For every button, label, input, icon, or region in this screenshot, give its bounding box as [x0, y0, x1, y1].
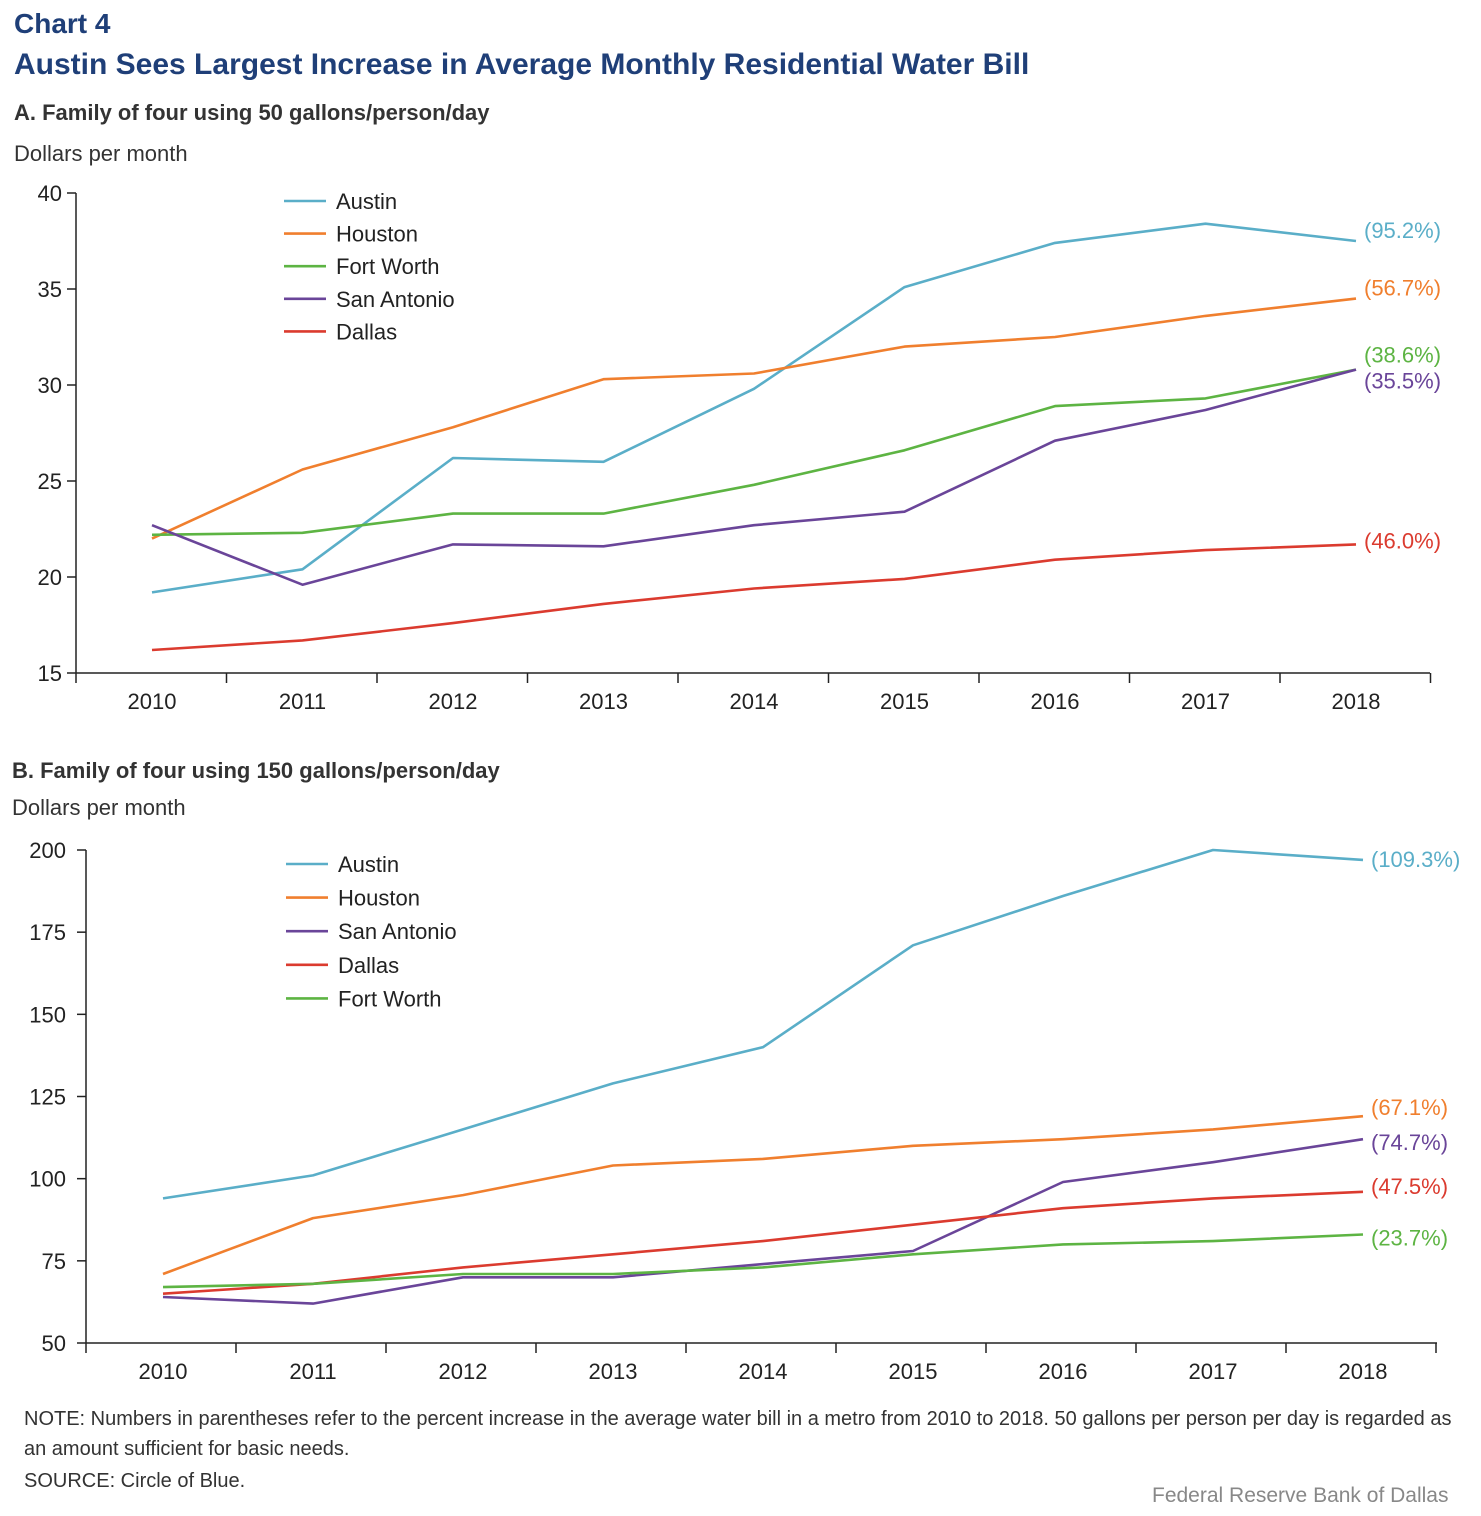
- x-tick-label: 2012: [429, 689, 478, 714]
- y-tick-label: 50: [42, 1331, 66, 1356]
- end-label-austin: (109.3%): [1371, 847, 1460, 872]
- x-tick-label: 2016: [1039, 1359, 1088, 1384]
- x-tick-label: 2017: [1189, 1359, 1238, 1384]
- y-tick-label: 200: [29, 838, 66, 863]
- x-tick-label: 2014: [739, 1359, 788, 1384]
- y-tick-label: 125: [29, 1085, 66, 1110]
- y-tick-label: 100: [29, 1167, 66, 1192]
- y-tick-label: 40: [38, 181, 62, 206]
- panel-a-title: A. Family of four using 50 gallons/perso…: [14, 100, 490, 125]
- end-label-austin: (95.2%): [1364, 218, 1441, 243]
- x-tick-label: 2013: [579, 689, 628, 714]
- chart-panel-a: 15 20 25 30 35 40 2010 2011 2012 2013 2014 2015 2016…: [38, 181, 1442, 714]
- y-tick-label: 75: [42, 1249, 66, 1274]
- x-tick-label: 2018: [1339, 1359, 1388, 1384]
- legend-label-san-antonio: San Antonio: [336, 287, 455, 312]
- x-tick-label: 2011: [289, 1359, 336, 1384]
- chart-panel-b: 50 75 100 125 150 175 200 2010 2011 2012 2013 2014 2…: [29, 838, 1460, 1384]
- footnote: NOTE: Numbers in parentheses refer to th…: [24, 1408, 1452, 1460]
- series-line-houston: [162, 1114, 1364, 1276]
- x-tick-label: 2018: [1332, 689, 1381, 714]
- chart-label: Chart 4: [14, 8, 111, 39]
- x-tick-label: 2013: [589, 1359, 638, 1384]
- series-line-austin: [162, 848, 1364, 1200]
- series-line-san-antonio: [162, 1137, 1364, 1305]
- y-tick-label: 35: [38, 277, 62, 302]
- legend-label-dallas: Dallas: [338, 953, 399, 978]
- x-tick-label: 2012: [439, 1359, 488, 1384]
- end-label-fort-worth: (23.7%): [1371, 1226, 1448, 1251]
- x-tick-label: 2014: [730, 689, 779, 714]
- credit: Federal Reserve Bank of Dallas: [1152, 1484, 1449, 1507]
- end-label-fort-worth: (38.6%): [1364, 343, 1441, 368]
- end-label-houston: (56.7%): [1364, 276, 1441, 301]
- end-label-dallas: (46.0%): [1364, 528, 1441, 553]
- end-label-san-antonio: (74.7%): [1371, 1130, 1448, 1155]
- panel-b-ylabel: Dollars per month: [12, 795, 186, 820]
- legend-label-fort-worth: Fort Worth: [338, 986, 442, 1011]
- legend-label-san-antonio: San Antonio: [338, 919, 457, 944]
- series-line-san-antonio: [151, 368, 1357, 587]
- legend-label-austin: Austin: [336, 189, 397, 214]
- y-tick-label: 30: [38, 373, 62, 398]
- legend-label-dallas: Dallas: [336, 319, 397, 344]
- source-note: SOURCE: Circle of Blue.: [24, 1470, 246, 1492]
- x-tick-label: 2015: [889, 1359, 938, 1384]
- end-label-san-antonio: (35.5%): [1364, 369, 1441, 394]
- end-label-dallas: (47.5%): [1371, 1174, 1448, 1199]
- x-tick-label: 2016: [1031, 689, 1080, 714]
- y-tick-label: 25: [38, 469, 62, 494]
- chart-title: Austin Sees Largest Increase in Average …: [14, 48, 1030, 81]
- series-line-dallas: [162, 1190, 1364, 1295]
- x-tick-label: 2015: [880, 689, 929, 714]
- x-tick-label: 2011: [279, 689, 326, 714]
- y-tick-label: 175: [29, 920, 66, 945]
- series-line-austin: [151, 222, 1357, 594]
- y-tick-label: 20: [38, 565, 62, 590]
- series-line-houston: [151, 297, 1357, 540]
- legend-label-fort-worth: Fort Worth: [336, 254, 440, 279]
- x-tick-label: 2010: [139, 1359, 188, 1384]
- legend-label-houston: Houston: [336, 222, 418, 247]
- x-tick-label: 2010: [128, 689, 177, 714]
- x-tick-label: 2017: [1181, 689, 1230, 714]
- series-line-fort-worth: [151, 368, 1357, 537]
- y-tick-label: 15: [38, 661, 62, 686]
- panel-b-title: B. Family of four using 150 gallons/pers…: [12, 758, 500, 783]
- legend-label-houston: Houston: [338, 886, 420, 911]
- legend-label-austin: Austin: [338, 852, 399, 877]
- y-tick-label: 150: [29, 1002, 66, 1027]
- series-line-fort-worth: [162, 1233, 1364, 1289]
- panel-a-ylabel: Dollars per month: [14, 141, 188, 166]
- series-line-dallas: [151, 543, 1357, 652]
- end-label-houston: (67.1%): [1371, 1095, 1448, 1120]
